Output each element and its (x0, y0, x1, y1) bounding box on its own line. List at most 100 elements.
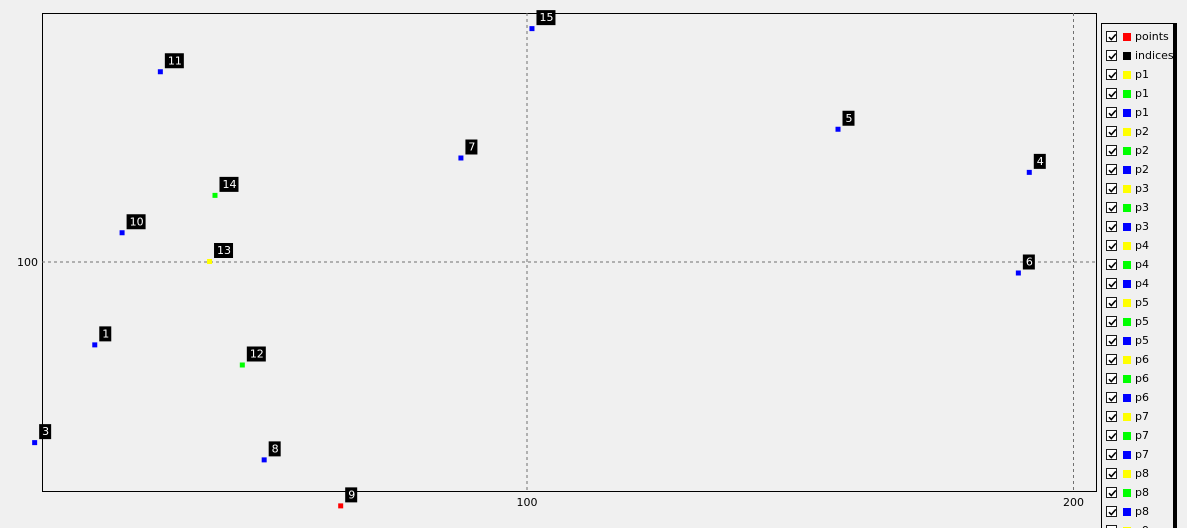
legend-checkbox[interactable] (1106, 31, 1117, 42)
data-point (261, 457, 267, 463)
legend-label: p1 (1135, 68, 1149, 81)
legend-item[interactable]: p6 (1106, 350, 1149, 369)
legend-color-swatch (1123, 222, 1131, 231)
legend-checkbox[interactable] (1106, 240, 1117, 251)
legend-checkbox[interactable] (1106, 354, 1117, 365)
legend-panel[interactable]: points indices p1 p1 p1 p2 p2 p2 p3 p3 p3 p4 p4 p4 p5 p… (1101, 23, 1177, 528)
legend-checkbox[interactable] (1106, 107, 1117, 118)
legend-item[interactable]: p7 (1106, 445, 1149, 464)
point-label-box (126, 214, 146, 230)
legend-item[interactable]: points (1106, 27, 1169, 46)
point-label-box (39, 424, 52, 440)
legend-checkbox[interactable] (1106, 373, 1117, 384)
legend-checkbox[interactable] (1106, 183, 1117, 194)
legend-label: p5 (1135, 334, 1149, 347)
legend-checkbox[interactable] (1106, 221, 1117, 232)
legend-item[interactable]: p7 (1106, 426, 1149, 445)
legend-item[interactable]: p2 (1106, 122, 1149, 141)
point-label-box (99, 326, 112, 342)
legend-color-swatch (1123, 488, 1131, 497)
legend-checkbox[interactable] (1106, 430, 1117, 441)
legend-item[interactable]: p3 (1106, 179, 1149, 198)
legend-checkbox[interactable] (1106, 468, 1117, 479)
legend-color-swatch (1123, 203, 1131, 212)
legend-checkbox[interactable] (1106, 69, 1117, 80)
legend-color-swatch (1123, 165, 1131, 174)
legend-item[interactable]: p3 (1106, 217, 1149, 236)
legend-item[interactable]: p9 (1106, 521, 1149, 528)
legend-item[interactable]: p8 (1106, 464, 1149, 483)
data-points (32, 26, 1032, 509)
data-point (835, 126, 841, 132)
legend-item[interactable]: p5 (1106, 312, 1149, 331)
legend-color-swatch (1123, 374, 1131, 383)
legend-item[interactable]: p2 (1106, 160, 1149, 179)
legend-checkbox[interactable] (1106, 88, 1117, 99)
point-label: 13 (217, 244, 231, 257)
legend-label: p6 (1135, 372, 1149, 385)
legend-color-swatch (1123, 526, 1131, 528)
point-label-box (1022, 254, 1035, 270)
point-label-box (268, 441, 281, 457)
legend-label: p2 (1135, 144, 1149, 157)
point-label: 14 (222, 178, 236, 191)
legend-checkbox[interactable] (1106, 392, 1117, 403)
point-label-box (842, 110, 855, 126)
legend-checkbox[interactable] (1106, 525, 1117, 528)
legend-item[interactable]: p4 (1106, 274, 1149, 293)
legend-checkbox[interactable] (1106, 278, 1117, 289)
legend-item[interactable]: p3 (1106, 198, 1149, 217)
x-tick-label: 200 (1063, 496, 1084, 509)
legend-color-swatch (1123, 355, 1131, 364)
legend-item[interactable]: p4 (1106, 236, 1149, 255)
data-point (119, 230, 125, 236)
legend-item[interactable]: p6 (1106, 388, 1149, 407)
legend-checkbox[interactable] (1106, 506, 1117, 517)
data-point (157, 69, 163, 75)
legend-checkbox[interactable] (1106, 164, 1117, 175)
legend-checkbox[interactable] (1106, 297, 1117, 308)
legend-checkbox[interactable] (1106, 126, 1117, 137)
legend-item[interactable]: p5 (1106, 331, 1149, 350)
legend-item[interactable]: p2 (1106, 141, 1149, 160)
legend-color-swatch (1123, 298, 1131, 307)
legend-checkbox[interactable] (1106, 145, 1117, 156)
legend-color-swatch (1123, 412, 1131, 421)
legend-checkbox[interactable] (1106, 202, 1117, 213)
legend-checkbox[interactable] (1106, 259, 1117, 270)
legend-color-swatch (1123, 317, 1131, 326)
point-label: 7 (468, 141, 475, 154)
legend-item[interactable]: p8 (1106, 483, 1149, 502)
legend-color-swatch (1123, 241, 1131, 250)
data-point (458, 155, 464, 161)
legend-checkbox[interactable] (1106, 411, 1117, 422)
legend-item[interactable]: p1 (1106, 103, 1149, 122)
point-label: 6 (1026, 256, 1033, 269)
legend-color-swatch (1123, 70, 1131, 79)
legend-label: p3 (1135, 182, 1149, 195)
legend-checkbox[interactable] (1106, 449, 1117, 460)
legend-label: p4 (1135, 239, 1149, 252)
axis-ticks: 100 200 100 (17, 256, 1084, 509)
legend-item[interactable]: p5 (1106, 293, 1149, 312)
legend-item[interactable]: p7 (1106, 407, 1149, 426)
legend-checkbox[interactable] (1106, 487, 1117, 498)
legend-label: p8 (1135, 467, 1149, 480)
legend-item[interactable]: indices (1106, 46, 1174, 65)
point-label-box (465, 139, 478, 155)
data-point (212, 192, 218, 198)
legend-item[interactable]: p1 (1106, 84, 1149, 103)
point-label: 15 (539, 11, 553, 24)
legend-color-swatch (1123, 450, 1131, 459)
legend-color-swatch (1123, 393, 1131, 402)
point-label-box (345, 487, 358, 503)
legend-checkbox[interactable] (1106, 50, 1117, 61)
legend-checkbox[interactable] (1106, 335, 1117, 346)
legend-checkbox[interactable] (1106, 316, 1117, 327)
point-label: 12 (250, 348, 264, 361)
legend-item[interactable]: p6 (1106, 369, 1149, 388)
legend-item[interactable]: p8 (1106, 502, 1149, 521)
legend-item[interactable]: p1 (1106, 65, 1149, 84)
point-label-box (536, 10, 556, 26)
legend-item[interactable]: p4 (1106, 255, 1149, 274)
